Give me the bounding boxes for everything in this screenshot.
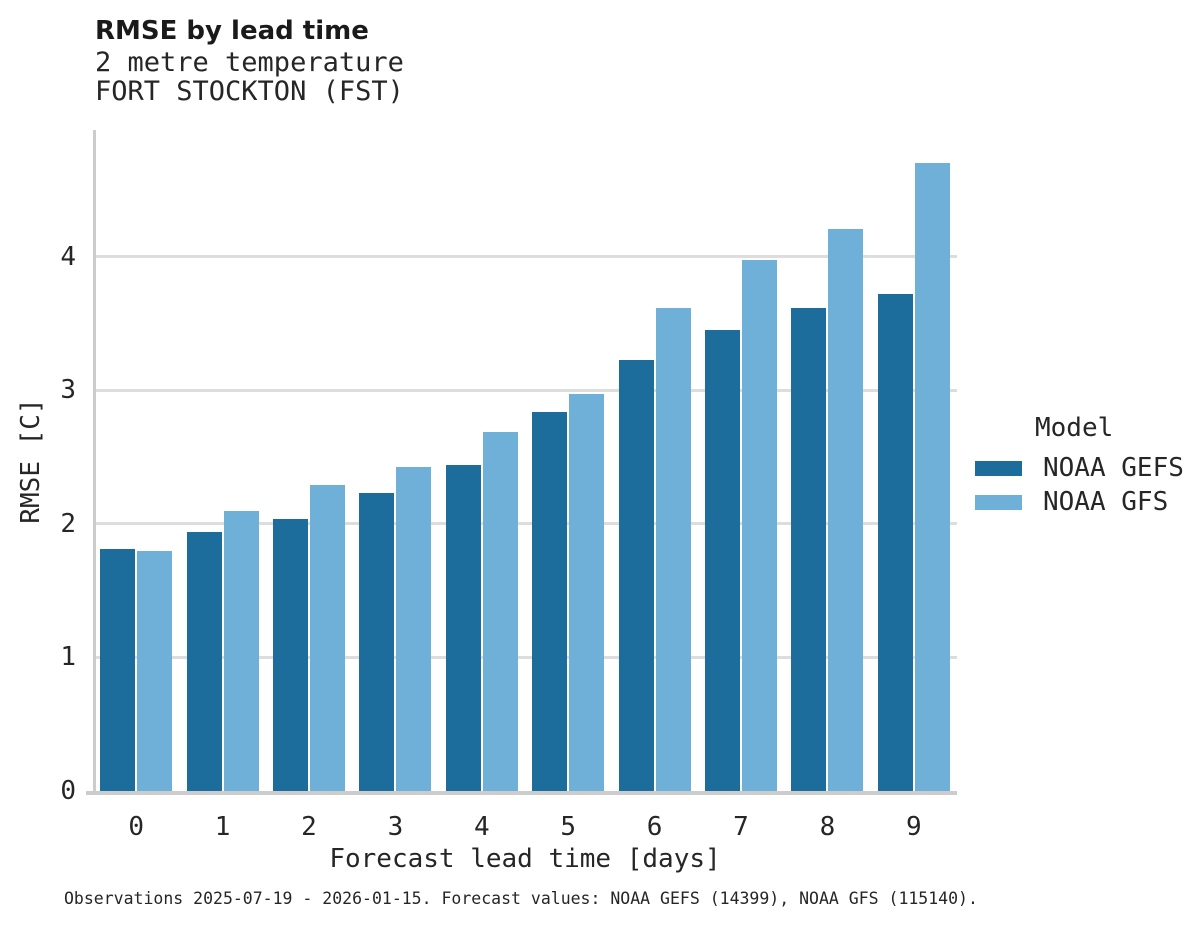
gridline-y-1 bbox=[93, 655, 957, 659]
chart-subtitle-station: FORT STOCKTON (FST) bbox=[95, 76, 404, 107]
legend-item-noaa-gefs: NOAA GEFS bbox=[975, 451, 1184, 485]
chart-header: RMSE by lead time 2 metre temperature FO… bbox=[95, 14, 404, 106]
y-tick-2: 2 bbox=[60, 508, 76, 539]
y-tick-1: 1 bbox=[60, 642, 76, 673]
bar-noaa-gfs-lead-7 bbox=[742, 259, 777, 791]
x-tick-2: 2 bbox=[301, 812, 317, 842]
bar-noaa-gfs-lead-5 bbox=[569, 394, 605, 791]
x-tick-4: 4 bbox=[473, 812, 490, 842]
gridline-y-2 bbox=[93, 522, 957, 526]
y-axis-label: RMSE [C] bbox=[16, 398, 46, 524]
x-tick-6: 6 bbox=[646, 812, 663, 842]
x-tick-3: 3 bbox=[387, 812, 404, 842]
legend-item-noaa-gfs: NOAA GFS bbox=[975, 485, 1184, 519]
legend-swatch-noaa-gefs bbox=[975, 460, 1022, 476]
y-tick-0: 0 bbox=[60, 776, 76, 806]
bar-noaa-gefs-lead-2 bbox=[273, 518, 308, 791]
bar-noaa-gfs-lead-2 bbox=[310, 485, 345, 791]
bar-noaa-gefs-lead-6 bbox=[618, 359, 654, 791]
bar-noaa-gefs-lead-4 bbox=[445, 465, 481, 791]
bar-noaa-gfs-lead-3 bbox=[396, 466, 432, 791]
bar-noaa-gefs-lead-5 bbox=[532, 411, 568, 791]
x-tick-0: 0 bbox=[128, 812, 145, 842]
gridline-y-3 bbox=[93, 388, 957, 392]
bar-noaa-gfs-lead-6 bbox=[655, 307, 691, 791]
bar-noaa-gefs-lead-1 bbox=[186, 531, 222, 791]
footnote-caption: Observations 2025-07-19 - 2026-01-15. Fo… bbox=[64, 889, 978, 908]
bar-noaa-gfs-lead-1 bbox=[223, 510, 259, 791]
bar-noaa-gefs-lead-7 bbox=[705, 330, 740, 791]
x-tick-9: 9 bbox=[905, 812, 922, 842]
bar-noaa-gfs-lead-8 bbox=[828, 228, 864, 791]
bar-noaa-gfs-lead-4 bbox=[482, 431, 518, 791]
y-axis-spine bbox=[93, 130, 96, 795]
bar-noaa-gefs-lead-8 bbox=[791, 307, 827, 791]
y-tick-3: 3 bbox=[60, 375, 76, 406]
bar-noaa-gefs-lead-3 bbox=[359, 493, 395, 791]
legend-label-noaa-gefs: NOAA GEFS bbox=[1043, 453, 1184, 483]
x-tick-5: 5 bbox=[560, 812, 577, 842]
bar-noaa-gefs-lead-9 bbox=[877, 294, 913, 791]
legend: Model NOAA GEFS NOAA GFS bbox=[975, 413, 1184, 519]
y-tick-4: 4 bbox=[60, 241, 76, 272]
bar-noaa-gefs-lead-0 bbox=[100, 549, 136, 791]
x-axis-label: Forecast lead time [days] bbox=[329, 844, 721, 874]
legend-label-noaa-gfs: NOAA GFS bbox=[1043, 487, 1169, 517]
legend-title: Model bbox=[1035, 413, 1114, 443]
chart-title: RMSE by lead time bbox=[95, 16, 369, 46]
gridline-y-4 bbox=[93, 255, 957, 259]
chart-subtitle-variable: 2 metre temperature bbox=[95, 47, 404, 78]
x-tick-1: 1 bbox=[214, 812, 231, 842]
bar-noaa-gfs-lead-9 bbox=[914, 163, 950, 791]
bar-noaa-gfs-lead-0 bbox=[137, 550, 173, 791]
legend-swatch-noaa-gfs bbox=[975, 494, 1022, 510]
x-axis-spine bbox=[86, 791, 957, 795]
x-tick-7: 7 bbox=[733, 812, 749, 842]
x-tick-8: 8 bbox=[819, 812, 836, 842]
